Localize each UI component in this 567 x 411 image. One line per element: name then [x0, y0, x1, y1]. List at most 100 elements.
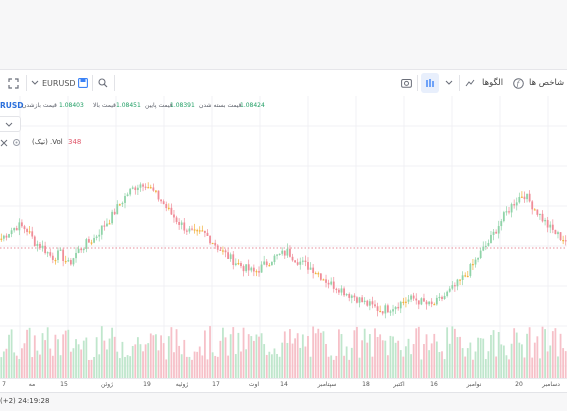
candle-body: [245, 264, 248, 272]
volume-bar: [216, 356, 219, 378]
volume-bar: [69, 351, 72, 378]
volume-bar: [389, 335, 392, 378]
candle-body: [124, 196, 126, 203]
volume-bar: [149, 333, 152, 378]
function-icon[interactable]: f: [512, 76, 525, 90]
candle-body: [64, 261, 67, 263]
chevron-down-icon[interactable]: [444, 77, 454, 89]
volume-bar: [410, 354, 412, 378]
candle-body: [252, 267, 255, 272]
save-icon[interactable]: [77, 76, 89, 90]
volume-bar: [539, 358, 541, 378]
camera-icon[interactable]: [399, 76, 413, 90]
candle-body: [477, 258, 479, 260]
indicators-button[interactable]: شاخص ها: [529, 78, 565, 88]
candle-body: [175, 217, 178, 223]
volume-bar: [124, 356, 126, 378]
symbol-label[interactable]: EURUSD: [42, 78, 76, 88]
candle-body: [482, 246, 485, 251]
volume-bar: [131, 345, 134, 378]
candle-body: [237, 263, 240, 265]
candle-body: [155, 190, 157, 192]
candle-body: [335, 288, 338, 291]
candle-body: [196, 230, 199, 232]
volume-bar: [175, 329, 178, 378]
volume-bar: [193, 351, 196, 378]
candle-body: [554, 229, 557, 235]
candle-body: [495, 231, 498, 234]
volume-bar: [198, 346, 201, 378]
volume-bar: [528, 327, 531, 378]
candle-body: [361, 297, 364, 302]
patterns-icon[interactable]: [463, 76, 477, 90]
volume-bar: [80, 349, 83, 378]
collapse-legend-button[interactable]: [0, 116, 21, 132]
volume-bar: [51, 355, 54, 378]
gear-icon[interactable]: [12, 138, 21, 149]
volume-bar: [201, 355, 204, 378]
chevron-down-icon[interactable]: [30, 77, 40, 89]
candle-body: [57, 250, 59, 260]
patterns-button[interactable]: الگوها: [482, 78, 504, 88]
svg-text:f: f: [516, 80, 521, 88]
candle-body: [453, 285, 456, 287]
x-tick-label: 19: [143, 381, 151, 388]
candle-body: [273, 255, 276, 263]
volume-bar: [10, 329, 13, 378]
candle-body: [523, 196, 526, 200]
volume-bar: [72, 348, 75, 378]
volume-bar: [13, 352, 16, 378]
volume-bar: [448, 343, 451, 378]
candle-body: [178, 222, 181, 225]
candle-body: [381, 311, 384, 314]
volume-bar: [472, 359, 474, 378]
volume-bar: [348, 359, 351, 378]
candle-body: [265, 261, 268, 266]
x-tick-label: 17: [212, 381, 220, 388]
candle-body: [420, 298, 423, 305]
candle-body: [366, 300, 369, 306]
candle-body: [90, 242, 93, 244]
candle-body: [206, 232, 209, 236]
volume-bar: [500, 344, 503, 378]
candle-body: [54, 259, 57, 262]
candle-body: [142, 184, 144, 187]
high-label: قیمت بالا: [93, 102, 116, 109]
bar-chart-icon[interactable]: [421, 73, 439, 93]
volume-bar: [206, 359, 209, 378]
time-axis: 7 مه 15 ژوئن 19 ژوئیه 17 اوت 14 سپتامبر …: [0, 378, 567, 393]
toolbar-divider: [92, 75, 93, 91]
candle-body: [88, 239, 90, 243]
search-icon[interactable]: [97, 76, 109, 90]
price-chart[interactable]: [0, 96, 567, 378]
volume-bar: [57, 339, 59, 378]
candle-body: [412, 295, 415, 299]
volume-bar: [5, 348, 8, 378]
volume-bar: [541, 326, 544, 378]
volume-bar: [90, 359, 93, 378]
chart-area[interactable]: [0, 96, 567, 378]
candle-body: [433, 304, 436, 306]
candle-body: [343, 288, 345, 296]
close-icon[interactable]: [0, 139, 8, 149]
candle-body: [95, 236, 98, 238]
volume-bar: [402, 356, 405, 378]
volume-bar: [188, 356, 191, 378]
candle-body: [299, 261, 302, 265]
candle-body: [389, 311, 392, 313]
fullscreen-icon[interactable]: [6, 76, 20, 90]
volume-bar: [549, 345, 552, 378]
candle-body: [394, 306, 397, 310]
volume-bar: [335, 355, 338, 378]
candle-body: [526, 193, 528, 200]
volume-bar: [26, 329, 28, 378]
high-value: 1.08451: [116, 102, 141, 109]
candle-body: [219, 249, 222, 251]
candle-body: [564, 240, 567, 242]
candle-body: [340, 288, 343, 293]
candle-body: [435, 297, 438, 305]
candle-body: [147, 187, 150, 189]
volume-bar: [484, 359, 487, 378]
candle-body: [129, 188, 132, 195]
x-tick-label: مه: [28, 381, 36, 388]
